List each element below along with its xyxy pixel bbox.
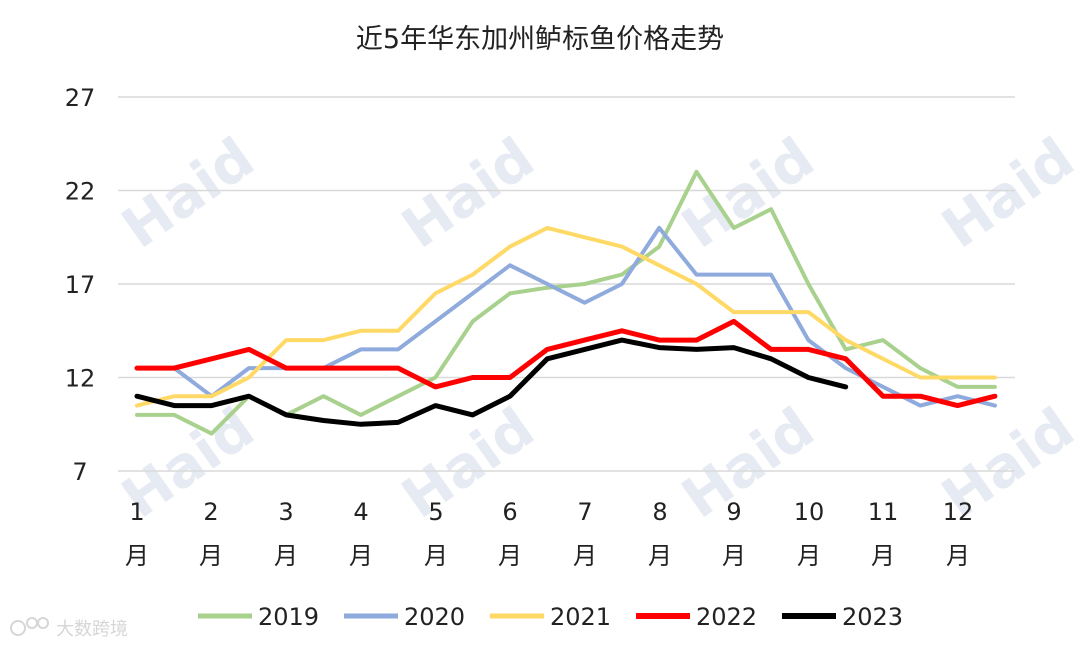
x-tick-label: 6 [502, 498, 517, 526]
series-line-2022 [134, 318, 998, 409]
legend-label-2020: 2020 [404, 603, 465, 631]
watermark-text: Haid [671, 126, 826, 262]
x-tick-label: 月 [573, 542, 597, 570]
y-tick-label: 27 [65, 84, 96, 112]
series-line-2019 [135, 169, 997, 436]
x-tick-label: 月 [199, 542, 223, 570]
x-tick-label: 月 [722, 542, 746, 570]
x-tick-label: 11 [868, 498, 899, 526]
x-tick-label: 月 [125, 542, 149, 570]
x-tick-label: 月 [349, 542, 373, 570]
x-tick-label: 月 [424, 542, 448, 570]
series-line-2023 [134, 337, 849, 427]
x-tick-label: 12 [943, 498, 974, 526]
x-tick-label: 月 [648, 542, 672, 570]
chart-title: 近5年华东加州鲈标鱼价格走势 [356, 24, 724, 55]
watermark-text: Haid [111, 126, 266, 262]
x-tick-label: 月 [797, 542, 821, 570]
legend-label-2019: 2019 [258, 603, 319, 631]
x-tick-label: 月 [946, 542, 970, 570]
x-tick-label: 月 [871, 542, 895, 570]
x-tick-label: 1 [129, 498, 144, 526]
y-tick-label: 12 [65, 365, 96, 393]
y-tick-label: 17 [65, 271, 96, 299]
x-tick-label: 2 [203, 498, 218, 526]
y-axis-ticks: 7 12 17 22 27 [65, 84, 96, 486]
y-tick-label: 7 [72, 458, 87, 486]
x-tick-label: 5 [428, 498, 443, 526]
series-line-2020 [135, 225, 997, 408]
x-tick-label: 9 [726, 498, 741, 526]
legend-label-2021: 2021 [550, 603, 611, 631]
legend-label-2022: 2022 [696, 603, 757, 631]
x-tick-label: 7 [577, 498, 592, 526]
x-tick-label: 3 [278, 498, 293, 526]
source-label: 大数跨境 [10, 617, 128, 640]
x-tick-label: 月 [498, 542, 522, 570]
source-text: 大数跨境 [56, 619, 128, 640]
x-tick-label: 8 [652, 498, 667, 526]
weibo-icon [10, 617, 49, 636]
legend-label-2023: 2023 [842, 603, 903, 631]
legend: 2019 2020 2021 2022 2023 [198, 603, 903, 631]
series-lines [134, 169, 998, 436]
series-line-2021 [135, 225, 997, 408]
y-tick-label: 22 [65, 178, 96, 206]
x-axis-ticks: 1 月 2 月 3 月 4 月 5 月 6 月 7 月 8 月 9 月 10 月 11 月 12 月 [125, 498, 973, 570]
watermark-text: Haid [931, 126, 1080, 262]
x-tick-label: 4 [353, 498, 368, 526]
x-tick-label: 月 [274, 542, 298, 570]
x-tick-label: 10 [794, 498, 825, 526]
